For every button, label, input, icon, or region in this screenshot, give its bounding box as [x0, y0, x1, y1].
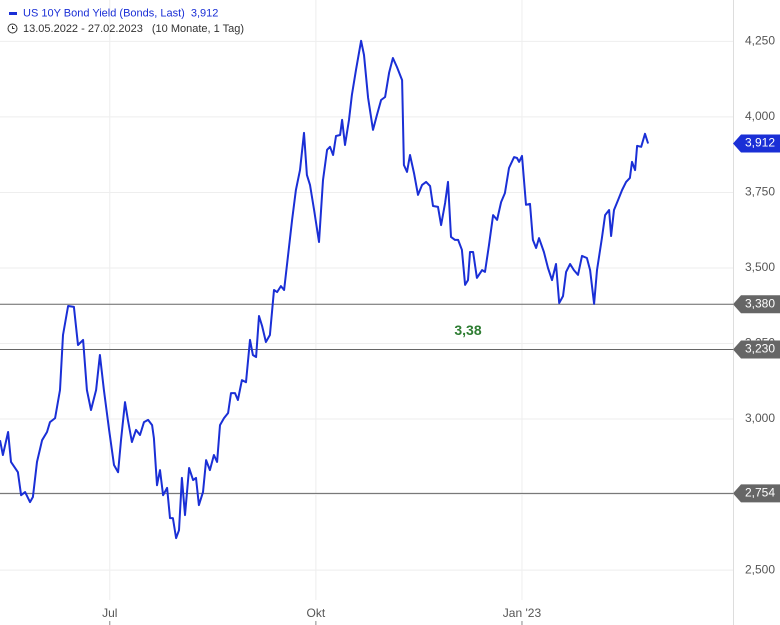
grid: [0, 0, 733, 600]
y-tick-label: 3,500: [745, 260, 775, 274]
hline-badge-label: 3,380: [745, 296, 775, 310]
y-tick-label: 4,000: [745, 109, 775, 123]
plot: [0, 39, 733, 540]
legend-value: 3,912: [191, 7, 219, 19]
annotation: 3,38: [454, 322, 481, 338]
hline-badge-label: 2,754: [745, 486, 775, 500]
date-range: 13.05.2022 - 27.02.2023: [23, 23, 143, 35]
hline-badge-shape: [733, 484, 780, 503]
legend-swatch: [9, 12, 17, 15]
y-tick-label: 4,250: [745, 34, 775, 48]
legend-label: US 10Y Bond Yield (Bonds, Last): [23, 7, 185, 19]
x-tick-label: Okt: [307, 606, 326, 620]
clock-hand: [12, 26, 15, 29]
last-value-badge-shape: [733, 134, 780, 153]
x-tick-label: Jul: [102, 606, 117, 620]
hline-badge-shape: [733, 295, 780, 314]
last-value-badge-label: 3,912: [745, 136, 775, 150]
y-tick-label: 2,500: [745, 562, 775, 576]
y-tick-label: 3,750: [745, 185, 775, 199]
period: (10 Monate, 1 Tag): [152, 23, 244, 35]
series-line: [0, 39, 650, 540]
x-tick-label: Jan '23: [503, 606, 542, 620]
hline-badge-shape: [733, 340, 780, 359]
hline-badge-label: 3,230: [745, 342, 775, 356]
clock-icon: [7, 23, 18, 34]
y-tick-label: 3,000: [745, 411, 775, 425]
